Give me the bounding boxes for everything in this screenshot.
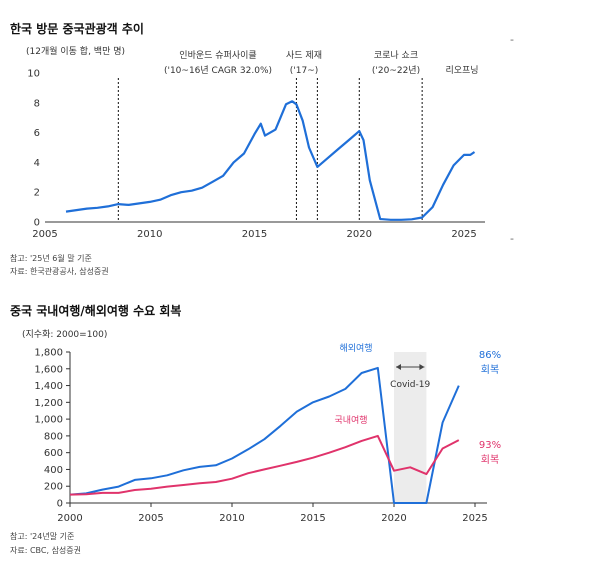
chart1-annotation: ('20~22년) (372, 65, 420, 76)
chart1-annotation: 리오프닝 (445, 65, 478, 76)
chart1-x-tick-label: 2015 (242, 229, 267, 240)
chart1-title: 한국 방문 중국관광객 추이 (10, 22, 144, 36)
chart1-plot: (12개월 이동 합, 백만 명) 0 2 4 6 8 10 2005 2010 2015 2020… (26, 45, 485, 240)
chart1-y-tick-label: 2 (34, 188, 40, 199)
chart1-annotation: 인바운드 슈퍼사이클 (179, 50, 256, 61)
chart2-series-label-overseas: 해외여행 (339, 342, 372, 354)
chart1-series-line (65, 100, 476, 221)
chart2-y-tick-label: 1,400 (34, 381, 63, 392)
chart1-y-tick-label: 4 (34, 158, 40, 169)
chart1-annotation: 코로나 쇼크 (374, 50, 418, 61)
chart2-series-line-domestic (69, 434, 460, 496)
chart1-annotation: 사드 제재 (286, 50, 322, 61)
chart2-covid-arrowhead-left (396, 364, 401, 370)
chart2-y-tick-label: 1,200 (34, 398, 63, 409)
chart2-x-tick-label: 2020 (381, 513, 406, 524)
chart1-x-tick-label: 2010 (137, 229, 162, 240)
chart1-y-tick-label: 10 (27, 69, 40, 80)
chart1-x-tick-label: 2025 (451, 229, 476, 240)
chart2-series-line-overseas (69, 366, 460, 504)
chart2-series-label-domestic: 국내여행 (334, 414, 367, 426)
chart2-x-tick-label: 2025 (462, 513, 487, 524)
chart1-unit-label: (12개월 이동 합, 백만 명) (26, 45, 125, 57)
chart1-y-tick-label: 0 (34, 218, 40, 229)
chart2-y-tick-label: 1,800 (34, 348, 63, 359)
chart2-note: 참고: '24년말 기준 (10, 532, 75, 541)
chart1-source: 자료: 한국관광공사, 삼성증권 (10, 267, 109, 276)
chart1-x-tick-label: 2005 (32, 229, 57, 240)
chart1-annotation: ('10~16년 CAGR 32.0%) (164, 65, 272, 76)
chart2-recovery-label: 회복 (481, 364, 499, 376)
chart2-unit-label: (지수화: 2000=100) (22, 329, 107, 340)
chart2-covid-label: Covid-19 (390, 380, 430, 390)
chart1-annotation: ('17~) (290, 66, 319, 76)
chart2-source: 자료: CBC, 삼성증권 (10, 546, 82, 555)
corner-mark-2: - (510, 232, 514, 245)
chart2-y-tick-label: 1,600 (34, 364, 63, 375)
chart2-covid-arrowhead-right (419, 364, 425, 370)
chart2-x-tick-label: 2010 (219, 513, 244, 524)
chart2-x-tick-label: 2005 (138, 513, 163, 524)
chart2-y-tick-label: 0 (57, 499, 63, 510)
chart2-recovery-label: 93% (479, 440, 501, 451)
chart2-y-tick-label: 200 (44, 482, 63, 493)
chart2-y-tick-label: 800 (44, 431, 63, 442)
chart2-title: 중국 국내여행/해외여행 수요 회복 (10, 304, 182, 318)
chart1-y-tick-label: 8 (34, 98, 40, 109)
chart2-recovery-label: 86% (479, 350, 501, 361)
chart2-x-tick-label: 2015 (300, 513, 325, 524)
chart2-y-tick-label: 400 (44, 465, 63, 476)
chart1-x-tick-label: 2020 (347, 229, 372, 240)
chart2-y-tick-label: 600 (44, 448, 63, 459)
chart2-y-tick-label: 1,000 (34, 415, 63, 426)
corner-mark-1: - (510, 33, 514, 46)
chart2-x-tick-label: 2000 (57, 513, 82, 524)
chart2-covid-band (394, 352, 427, 503)
chart2-recovery-label: 회복 (481, 454, 499, 466)
chart1-note: 참고: '25년 6월 말 기준 (10, 254, 92, 263)
chart1-y-tick-label: 6 (34, 128, 40, 139)
